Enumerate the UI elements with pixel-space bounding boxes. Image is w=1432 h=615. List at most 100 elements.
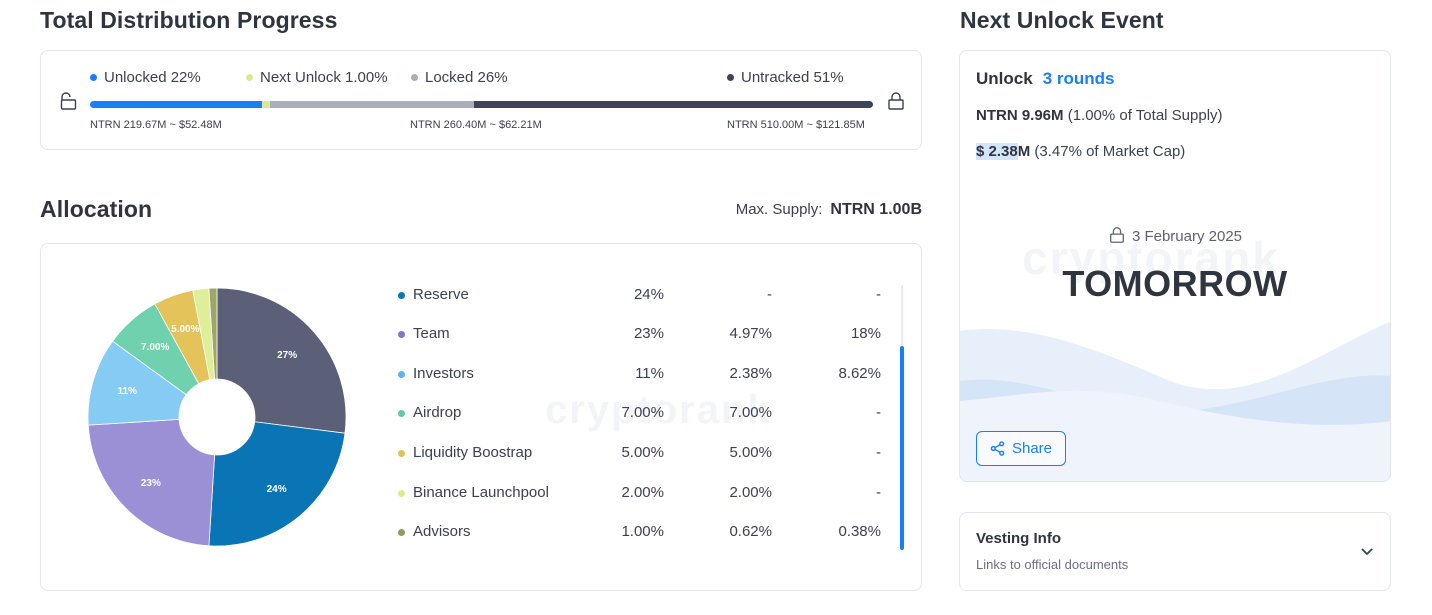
unlock-usd: $ 2.38M (3.47% of Market Cap): [976, 143, 1185, 160]
max-supply-value: NTRN 1.00B: [830, 201, 922, 218]
legend-unlocked: Unlocked 22%: [90, 69, 201, 86]
unlock-usd-note: (3.47% of Market Cap): [1034, 143, 1186, 160]
row-locked-pct: -: [876, 286, 881, 303]
row-allocation-pct: 1.00%: [621, 523, 664, 540]
vesting-info-card[interactable]: Vesting Info Links to official documents: [959, 512, 1391, 591]
row-unlocked-pct: 0.62%: [729, 523, 772, 540]
row-color-dot: [398, 331, 405, 338]
row-allocation-pct: 7.00%: [621, 404, 664, 421]
share-button[interactable]: Share: [976, 431, 1066, 466]
legend-label: Unlocked 22%: [104, 69, 201, 86]
max-supply-label: Max. Supply:: [735, 201, 823, 218]
rounds-link[interactable]: 3 rounds: [1042, 69, 1115, 88]
allocation-row: Team 23% 4.97% 18%: [398, 322, 888, 346]
max-supply: Max. Supply: NTRN 1.00B: [736, 201, 922, 219]
share-icon: [990, 441, 1005, 456]
unlock-rounds-header: Unlock 3 rounds: [976, 69, 1114, 89]
share-label: Share: [1011, 440, 1053, 457]
row-name: Advisors: [413, 523, 471, 540]
unlock-countdown: TOMORROW: [1062, 263, 1288, 304]
legend-dot-next-unlock: [246, 74, 253, 81]
unlock-tokens-note: (1.00% of Total Supply): [1067, 107, 1223, 124]
untracked-amount: NTRN 510.00M ~ $121.85M: [727, 119, 865, 131]
row-color-dot: [398, 371, 405, 378]
row-color-dot: [398, 529, 405, 536]
lock-icon: [1110, 227, 1124, 243]
unlock-tokens-value: NTRN 9.96M: [976, 107, 1064, 124]
row-allocation-pct: 2.00%: [621, 484, 664, 501]
unlock-usd-suffix: M: [1017, 143, 1031, 160]
legend-dot-locked: [411, 74, 418, 81]
unlock-label: Unlock: [976, 69, 1033, 88]
allocation-title: Allocation: [40, 196, 153, 222]
row-unlocked-pct: 2.38%: [729, 365, 772, 382]
row-unlocked-pct: 5.00%: [729, 444, 772, 461]
row-unlocked-pct: 4.97%: [729, 325, 772, 342]
legend-locked: Locked 26%: [411, 69, 508, 86]
row-color-dot: [398, 490, 405, 497]
row-allocation-pct: 23%: [633, 325, 664, 342]
scrollbar-thumb[interactable]: [900, 346, 904, 550]
allocation-row: Advisors 1.00% 0.62% 0.38%: [398, 520, 888, 544]
pie-slice-label: 24%: [267, 484, 287, 495]
row-name: Reserve: [413, 286, 469, 303]
pie-slice-label: 11%: [117, 386, 137, 397]
row-locked-pct: -: [876, 404, 881, 421]
unlock-card: Unlock 3 rounds NTRN 9.96M (1.00% of Tota…: [959, 50, 1391, 482]
progress-segment-next-unlock: [262, 101, 271, 108]
row-locked-pct: -: [876, 484, 881, 501]
vesting-title: Vesting Info: [976, 530, 1062, 547]
unlocked-amount: NTRN 219.67M ~ $52.48M: [90, 119, 222, 131]
pie-slice-label: 5.00%: [171, 324, 199, 335]
pie-slice-team[interactable]: [87, 418, 216, 547]
row-locked-pct: 0.38%: [838, 523, 881, 540]
legend-label: Next Unlock 1.00%: [260, 69, 388, 86]
legend-next-unlock: Next Unlock 1.00%: [246, 69, 388, 86]
row-color-dot: [398, 410, 405, 417]
legend-dot-untracked: [727, 74, 734, 81]
allocation-pie-chart: 27% 24% 23% 11% 7.00%5.00%: [87, 287, 347, 547]
allocation-row: Binance Launchpool 2.00% 2.00% -: [398, 481, 888, 505]
progress-segment-untracked: [473, 101, 873, 108]
row-color-dot: [398, 450, 405, 457]
distribution-card: Unlocked 22% Next Unlock 1.00% Locked 26…: [40, 50, 922, 150]
progress-segment-locked: [270, 101, 474, 108]
row-name: Airdrop: [413, 404, 462, 421]
unlock-date-text: 3 February 2025: [1131, 228, 1243, 245]
locked-lock-icon: [888, 92, 904, 110]
pie-slice-label: 27%: [277, 350, 297, 361]
allocation-watermark: cryptorank: [545, 388, 772, 432]
pie-slice-label: 23%: [141, 478, 161, 489]
unlock-date: 3 February 2025: [960, 226, 1390, 245]
allocation-row: Airdrop 7.00% 7.00% -: [398, 401, 888, 425]
legend-label: Locked 26%: [425, 69, 508, 86]
unlock-event-title: Next Unlock Event: [960, 7, 1164, 33]
row-allocation-pct: 5.00%: [621, 444, 664, 461]
progress-segment-unlocked: [90, 101, 263, 108]
chevron-down-icon[interactable]: [1360, 547, 1374, 557]
pie-slice-untracked[interactable]: [216, 287, 347, 434]
row-locked-pct: 18%: [850, 325, 881, 342]
distribution-title: Total Distribution Progress: [40, 7, 338, 33]
row-unlocked-pct: -: [767, 286, 772, 303]
row-name: Team: [413, 325, 450, 342]
row-allocation-pct: 11%: [635, 365, 664, 382]
unlock-tokens: NTRN 9.96M (1.00% of Total Supply): [976, 107, 1223, 124]
legend-label: Untracked 51%: [741, 69, 844, 86]
row-name: Investors: [413, 365, 474, 382]
unlocked-lock-icon: [60, 92, 77, 110]
row-locked-pct: 8.62%: [838, 365, 881, 382]
row-name: Binance Launchpool: [413, 484, 549, 501]
pie-slice-reserve[interactable]: [208, 421, 346, 547]
legend-untracked: Untracked 51%: [727, 69, 844, 86]
allocation-row: Liquidity Boostrap 5.00% 5.00% -: [398, 441, 888, 465]
pie-slice-advisors[interactable]: [208, 287, 218, 380]
pie-slice-label: 7.00%: [141, 342, 169, 353]
row-locked-pct: -: [876, 444, 881, 461]
allocation-row: Investors 11% 2.38% 8.62%: [398, 362, 888, 386]
row-unlocked-pct: 2.00%: [729, 484, 772, 501]
row-unlocked-pct: 7.00%: [729, 404, 772, 421]
vesting-subtitle: Links to official documents: [976, 557, 1129, 572]
wave-decoration: [960, 321, 1390, 481]
unlock-watermark: cryptorank: [1022, 232, 1280, 284]
